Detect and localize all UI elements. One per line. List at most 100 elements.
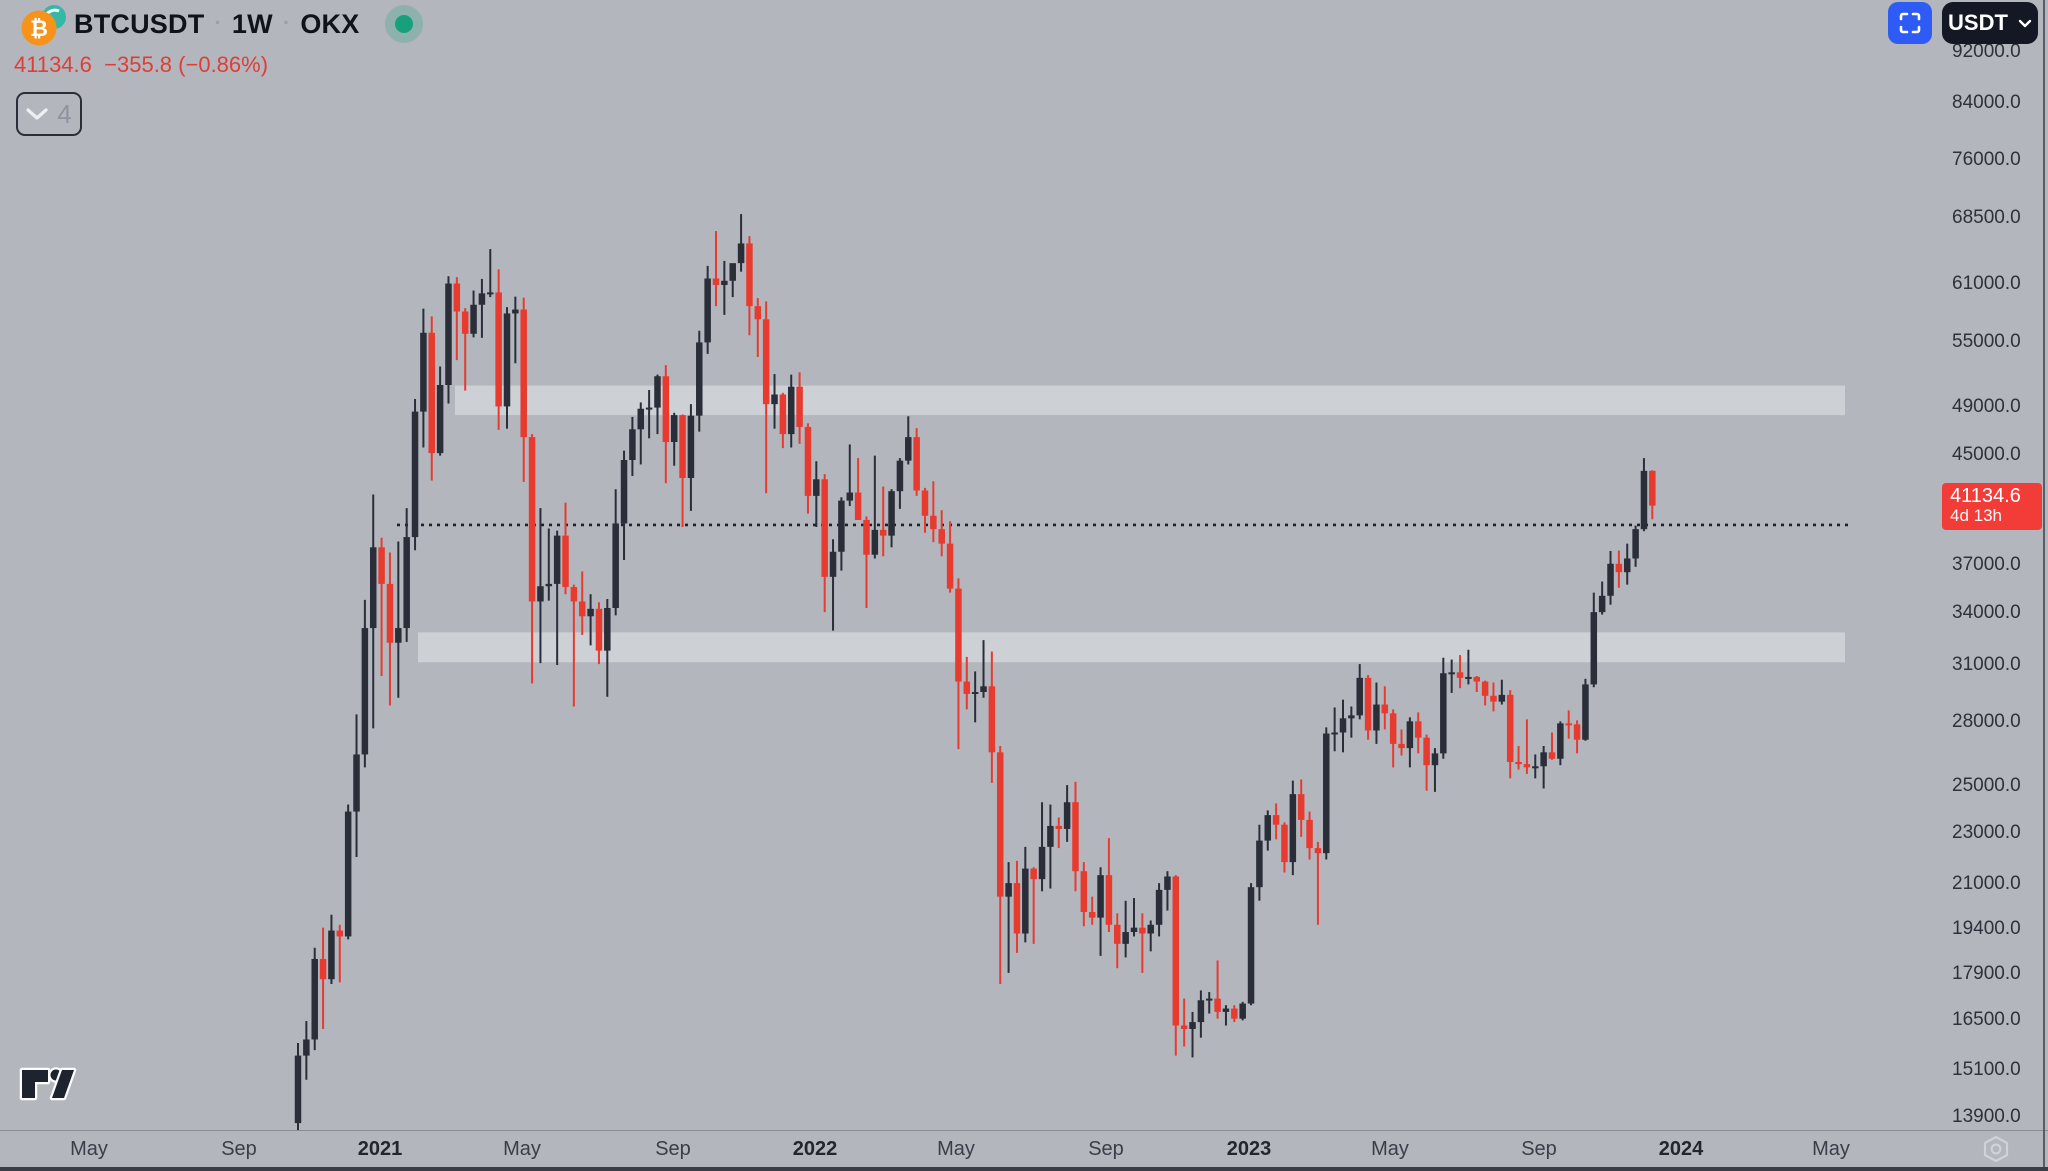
candle-body — [1306, 819, 1313, 849]
time-tick-label: May — [1812, 1138, 1850, 1160]
time-tick-label: May — [937, 1138, 975, 1160]
candle-body — [645, 407, 653, 410]
bitcoin-icon — [21, 10, 57, 46]
candle-body — [1506, 694, 1514, 762]
time-axis[interactable]: May Sep 2021 May Sep 2022 May Sep 2023 May Sep 2024… — [0, 1130, 2048, 1168]
interval-label: 1W — [231, 8, 273, 39]
price-tick-label: 23000.0 — [1952, 822, 2021, 844]
candle-body — [411, 411, 419, 538]
price-axis[interactable]: 41134.6 4d 13h 92000.0 84000.0 76000.0 6850… — [1940, 0, 2048, 1130]
candle-body — [779, 394, 787, 435]
candle-body — [804, 426, 812, 496]
candle-body — [712, 278, 720, 285]
candle-body — [553, 535, 561, 584]
candle-body — [445, 283, 452, 386]
demand-zone[interactable] — [418, 632, 1845, 663]
candle-body — [361, 628, 369, 755]
candle-body — [612, 523, 619, 608]
candle-body — [1231, 1008, 1238, 1019]
tradingview-logo[interactable] — [18, 1064, 78, 1111]
time-tick-label: May — [503, 1138, 541, 1160]
candle-body — [1205, 998, 1213, 1001]
price-tick-label: 28000.0 — [1952, 711, 2021, 733]
axis-right-border — [2043, 0, 2045, 1171]
price-tick-label: 17900.0 — [1952, 963, 2021, 985]
candle-body — [1398, 743, 1405, 749]
candle-body — [863, 519, 870, 555]
candle-body — [1097, 875, 1104, 918]
candle-body — [1615, 563, 1623, 573]
candle-body — [679, 415, 686, 478]
candle-body — [1339, 718, 1347, 733]
time-tick-label: Sep — [1521, 1138, 1557, 1160]
candle-body — [1414, 721, 1422, 738]
price-tick-label: 21000.0 — [1952, 873, 2021, 895]
candle-body — [1473, 676, 1481, 682]
price-tick-label: 13900.0 — [1952, 1106, 2021, 1127]
candle-body — [980, 686, 987, 692]
supply-zone[interactable] — [455, 385, 1845, 416]
candle-body — [1557, 723, 1564, 759]
candle-body — [704, 278, 711, 343]
candle-body — [1431, 753, 1439, 766]
chevron-down-icon — [2018, 19, 2032, 27]
candle-body — [1222, 1008, 1230, 1012]
candle-body — [938, 529, 945, 544]
candlestick-chart[interactable] — [0, 0, 2048, 1130]
candle-body — [1214, 998, 1221, 1012]
candle-body — [1139, 927, 1146, 934]
chart-legend: ₿ BTCUSDT · 1W · OKX 41134.6 −355.8 (−0.86%)… — [14, 4, 424, 136]
candle-body — [436, 385, 444, 454]
hidden-indicator-count: 4 — [57, 98, 72, 129]
time-tick-label: Sep — [1088, 1138, 1124, 1160]
axis-settings-gear-icon[interactable] — [1981, 1134, 2011, 1169]
time-tick-label: Sep — [221, 1138, 257, 1160]
candle-body — [1381, 704, 1389, 714]
candle-body — [1005, 883, 1012, 897]
candle-body — [336, 930, 344, 937]
svg-text:₿: ₿ — [30, 17, 48, 42]
candle-body — [1172, 876, 1180, 1026]
time-tick-label: May — [70, 1138, 108, 1160]
candle-body — [353, 754, 360, 812]
market-status-dot[interactable] — [385, 5, 424, 43]
candle-body — [1448, 672, 1455, 675]
candle-body — [1348, 715, 1355, 719]
candle-body — [570, 587, 578, 602]
candle-body — [1640, 470, 1648, 530]
candle-body — [1022, 868, 1029, 934]
price-tick-label: 49000.0 — [1952, 396, 2021, 417]
candle-body — [595, 608, 603, 651]
candle-body — [1047, 825, 1054, 847]
price-tick-label: 68500.0 — [1952, 207, 2021, 229]
candle-body — [1297, 794, 1305, 820]
candle-body — [696, 342, 703, 416]
candle-body — [378, 547, 385, 584]
currency-selector[interactable]: USDT — [1942, 2, 2038, 44]
candle-body — [520, 309, 527, 438]
candle-body — [913, 437, 920, 491]
time-tick-label: 2023 — [1226, 1138, 1272, 1160]
candle-body — [721, 280, 728, 285]
candle-body — [1147, 924, 1154, 934]
candle-body — [1063, 802, 1071, 829]
candle-body — [319, 958, 327, 980]
candle-body — [854, 492, 862, 520]
symbol-title[interactable]: BTCUSDT · 1W · OKX — [74, 8, 360, 39]
candle-body — [737, 243, 745, 264]
chart-plot-area[interactable] — [0, 0, 2048, 1130]
exchange-label: OKX — [300, 8, 360, 39]
candle-body — [1548, 752, 1556, 759]
candle-body — [1114, 924, 1121, 944]
candle-body — [1314, 848, 1322, 854]
candle-body — [1423, 737, 1430, 766]
candle-body — [1323, 733, 1330, 854]
legend-collapse-button[interactable]: 4 — [16, 92, 82, 136]
candle-body — [1072, 802, 1079, 872]
snapshot-button[interactable] — [1888, 2, 1932, 44]
candle-body — [1356, 677, 1363, 716]
candle-body — [528, 437, 536, 602]
candle-body — [1481, 681, 1489, 696]
candle-body — [1013, 883, 1021, 934]
